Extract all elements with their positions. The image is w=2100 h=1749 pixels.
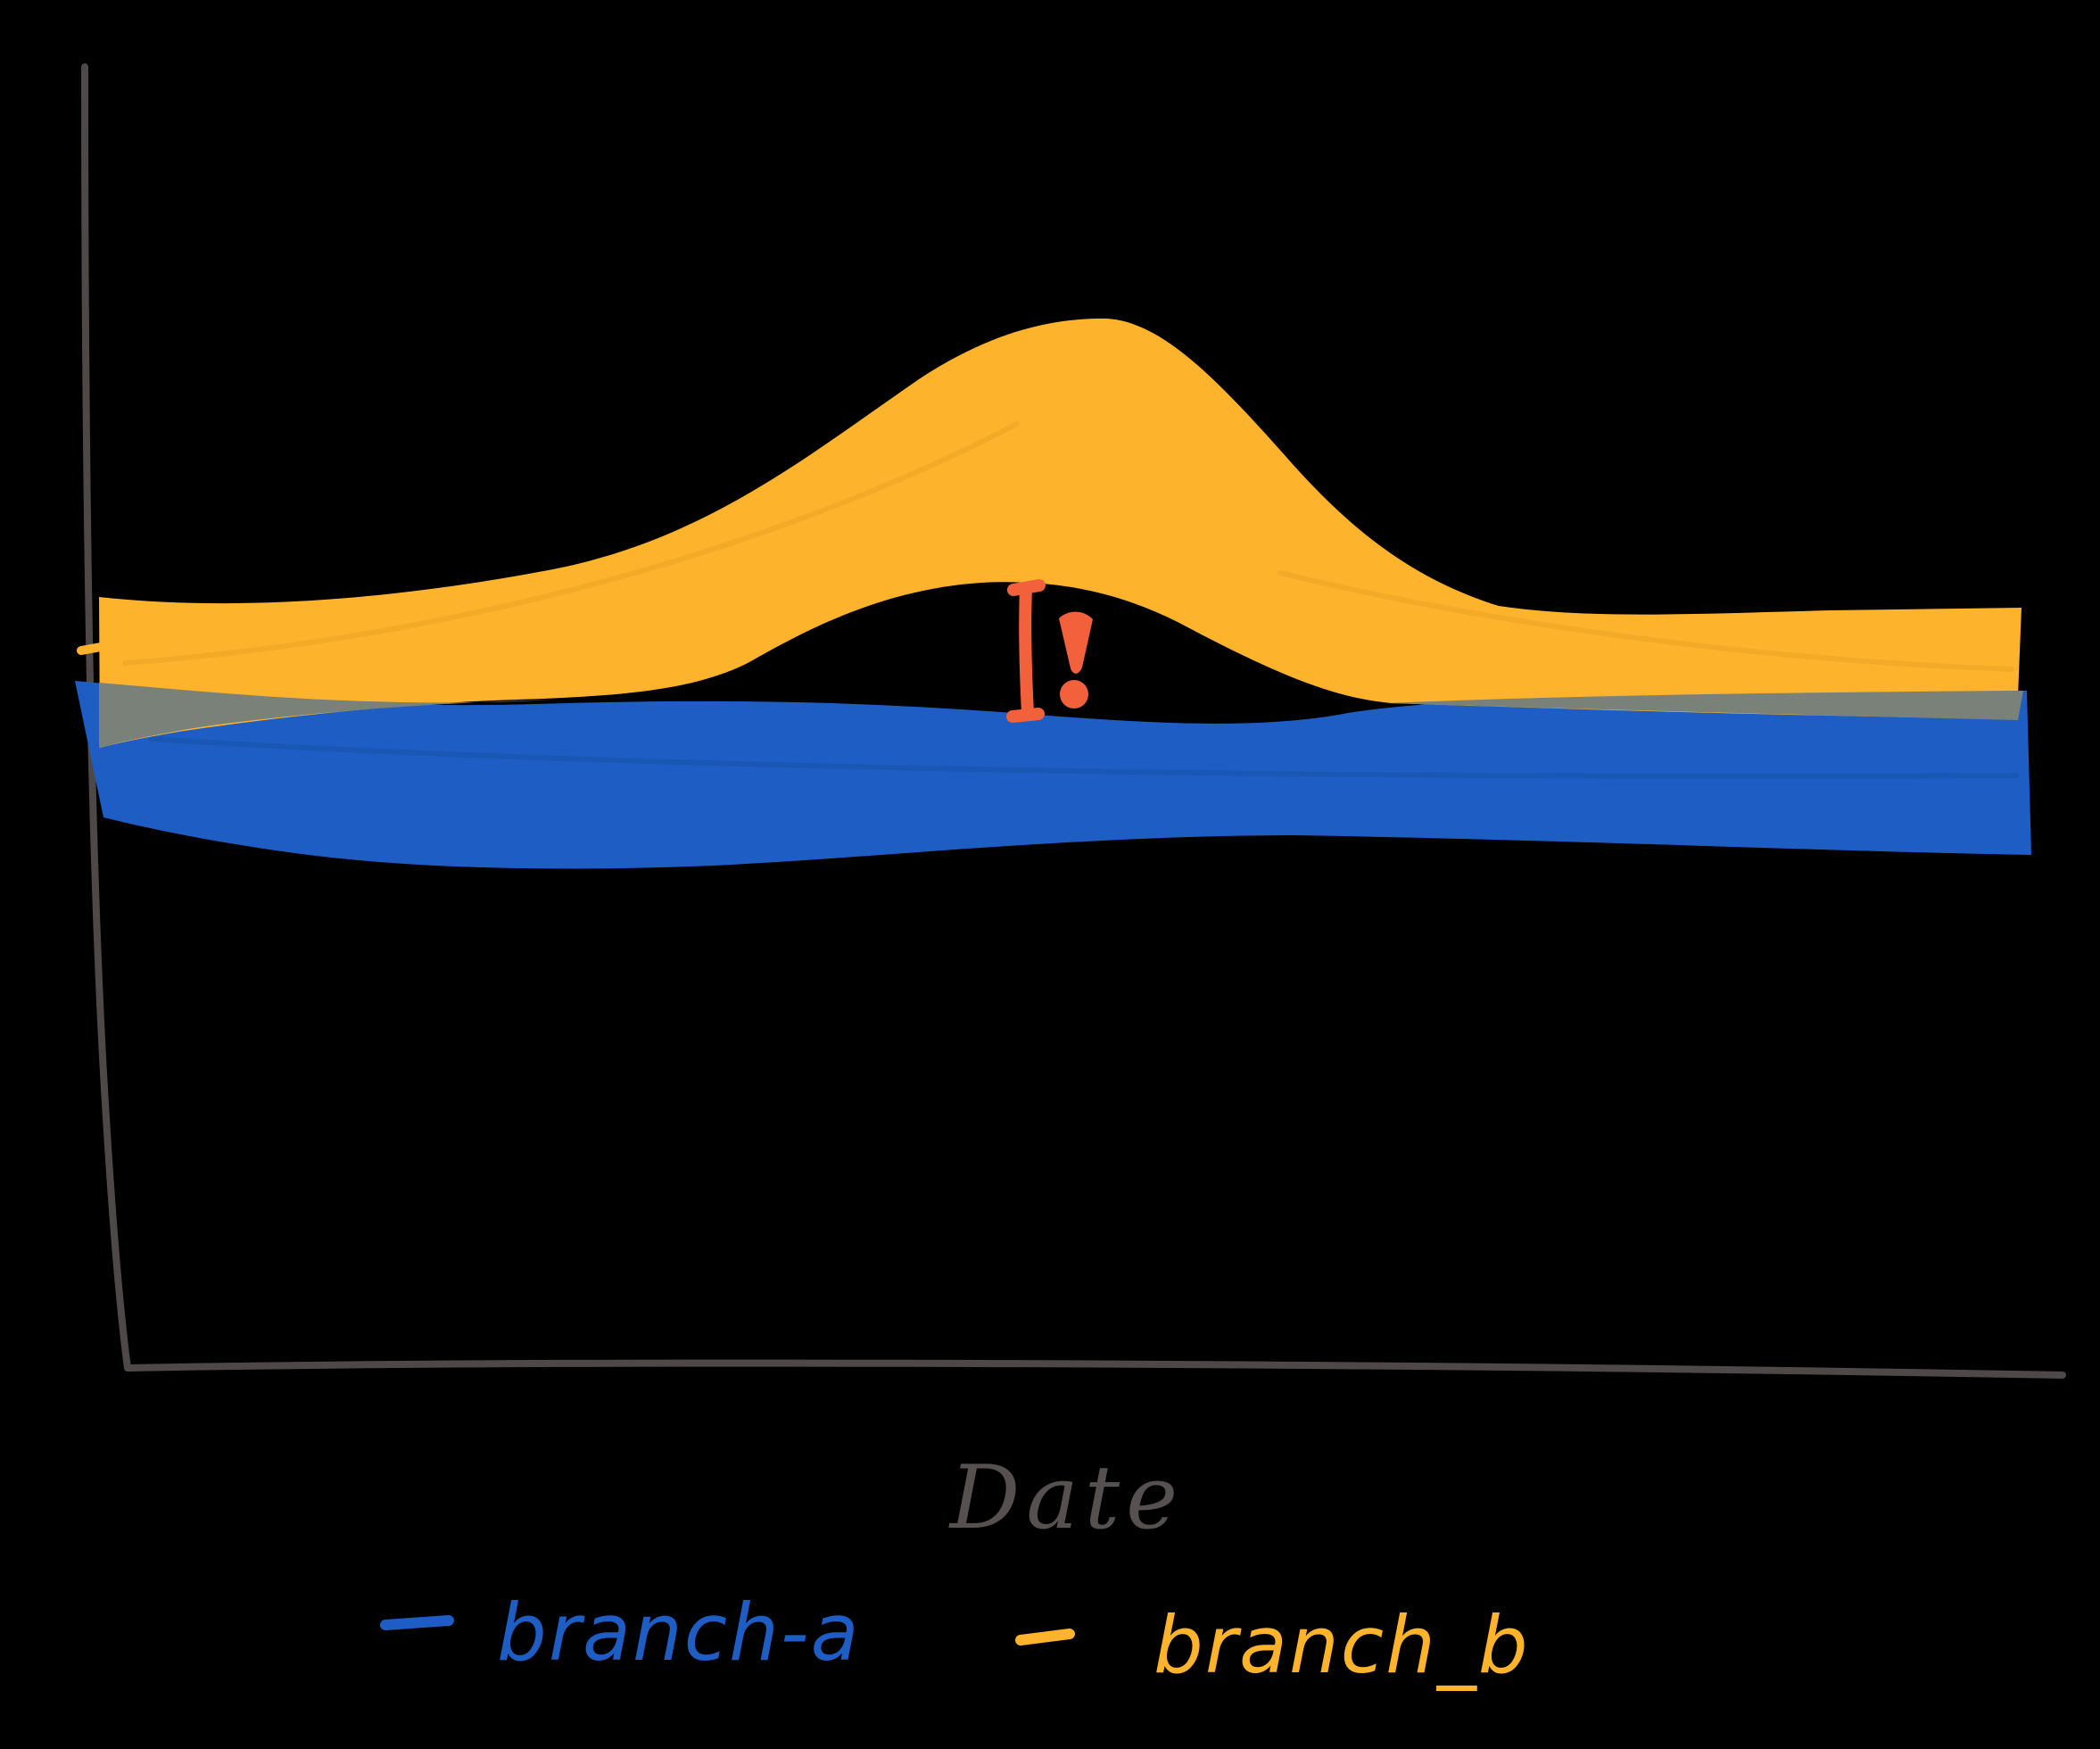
error-bar-stem: [1019, 583, 1034, 719]
exclamation-triangle: [1059, 611, 1093, 674]
x-axis: [124, 1359, 2066, 1379]
exclamation-dot: [1060, 680, 1088, 709]
branch-a-inner-stroke: [149, 736, 2019, 779]
gap-error-bar: [1006, 579, 1046, 723]
branch-b-band: [99, 318, 2021, 748]
legend: branch-a branch_b: [380, 1587, 1530, 1691]
branch-a-band: [75, 681, 2031, 869]
error-bar-bottom-cap: [1006, 708, 1045, 723]
legend-branch-a-dash: [380, 1615, 454, 1630]
branch-b-axis-tick: [77, 641, 115, 655]
band-overlap-left: [99, 683, 553, 748]
band-overlap-right: [1385, 691, 2023, 720]
legend-branch-b-dash: [1015, 1629, 1075, 1645]
warning-exclamation-icon: [1059, 611, 1093, 709]
y-axis: [81, 63, 131, 1372]
branch-b-inner-stroke-left: [122, 421, 1020, 666]
legend-branch-a-label: branch-a: [497, 1587, 861, 1679]
branch-b-inner-stroke-right: [1277, 570, 2014, 672]
legend-branch-b-label: branch_b: [1153, 1599, 1530, 1691]
x-axis-label: Date: [948, 1447, 1184, 1549]
